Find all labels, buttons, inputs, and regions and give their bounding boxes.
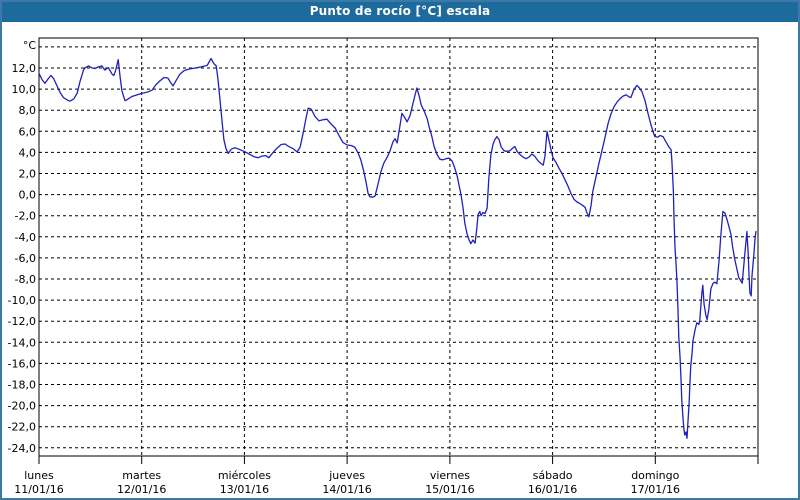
y-tick-label: 0,0 <box>19 189 37 202</box>
y-tick-label: -6,0 <box>15 252 36 265</box>
y-unit-label: °C <box>23 39 37 52</box>
y-tick-label: 4,0 <box>19 146 37 159</box>
window-title: Punto de rocío [°C] escala <box>309 4 491 18</box>
x-date-label: 12/01/16 <box>117 483 166 496</box>
y-tick-label: -24,0 <box>8 442 36 455</box>
x-day-label: jueves <box>328 469 365 482</box>
x-date-label: 11/01/16 <box>14 483 63 496</box>
y-tick-label: -8,0 <box>15 273 36 286</box>
x-date-label: 16/01/16 <box>528 483 577 496</box>
x-date-label: 14/01/16 <box>322 483 371 496</box>
x-day-label: sábado <box>533 469 573 482</box>
x-date-label: 13/01/16 <box>220 483 269 496</box>
window-titlebar: Punto de rocío [°C] escala <box>0 0 800 22</box>
y-tick-label: 2,0 <box>19 168 37 181</box>
x-day-label: domingo <box>631 469 679 482</box>
dewpoint-line <box>38 57 757 439</box>
x-day-label: viernes <box>430 469 470 482</box>
y-tick-label: -12,0 <box>8 315 36 328</box>
x-day-label: lunes <box>24 469 54 482</box>
y-tick-label: -2,0 <box>15 210 36 223</box>
y-tick-label: -18,0 <box>8 379 36 392</box>
x-day-label: martes <box>122 469 161 482</box>
y-tick-label: -20,0 <box>8 400 36 413</box>
y-tick-label: 6,0 <box>19 125 37 138</box>
y-tick-label: -14,0 <box>8 336 36 349</box>
y-tick-label: -4,0 <box>15 231 36 244</box>
y-tick-label: -16,0 <box>8 357 36 370</box>
x-date-label: 15/01/16 <box>425 483 474 496</box>
y-tick-label: 10,0 <box>12 83 37 96</box>
y-tick-label: 12,0 <box>12 62 37 75</box>
x-day-label: miércoles <box>218 469 271 482</box>
y-tick-label: 8,0 <box>19 104 37 117</box>
x-date-label: 17/01/16 <box>631 483 680 496</box>
y-tick-label: -22,0 <box>8 421 36 434</box>
y-tick-label: -10,0 <box>8 294 36 307</box>
plot-frame <box>38 37 759 457</box>
